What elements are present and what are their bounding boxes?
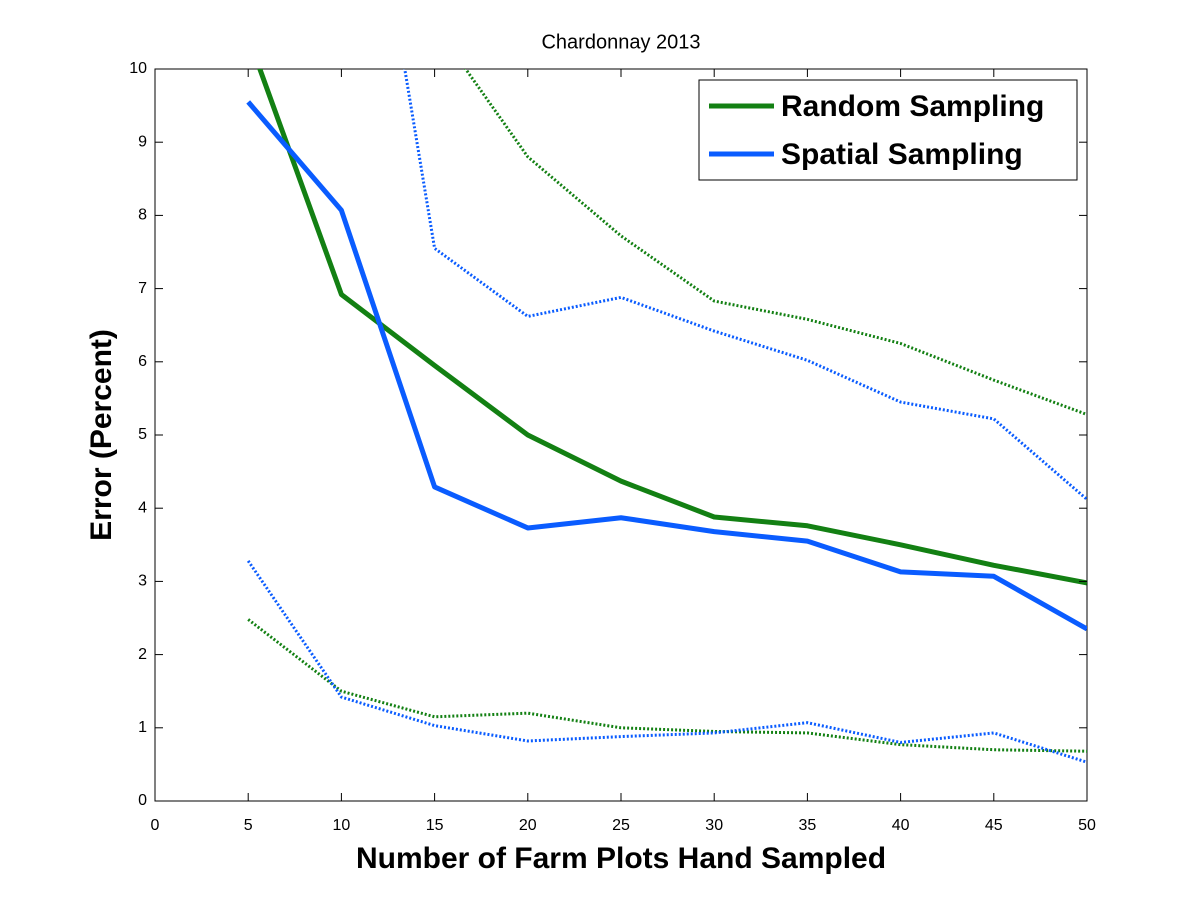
bound-line bbox=[246, 560, 1087, 764]
y-tick-label: 3 bbox=[138, 573, 147, 590]
x-tick-label: 0 bbox=[151, 817, 160, 834]
y-tick-label: 9 bbox=[138, 133, 147, 150]
y-tick-label: 4 bbox=[138, 499, 147, 516]
x-tick-label: 10 bbox=[333, 817, 351, 834]
x-tick-label: 50 bbox=[1078, 817, 1096, 834]
series-layer bbox=[246, 69, 1087, 764]
legend-label: Spatial Sampling bbox=[781, 138, 1023, 171]
y-tick-label: 5 bbox=[138, 426, 147, 443]
x-tick-label: 45 bbox=[985, 817, 1003, 834]
x-tick-label: 25 bbox=[612, 817, 630, 834]
y-tick-label: 0 bbox=[138, 792, 147, 809]
y-tick-label: 7 bbox=[138, 280, 147, 297]
y-tick-label: 2 bbox=[138, 646, 147, 663]
x-tick-label: 30 bbox=[705, 817, 723, 834]
y-tick-label: 10 bbox=[129, 60, 147, 77]
y-axis-label: Error (Percent) bbox=[85, 329, 118, 541]
x-tick-label: 15 bbox=[426, 817, 444, 834]
y-tick-label: 1 bbox=[138, 719, 147, 736]
legend-label: Random Sampling bbox=[781, 90, 1044, 123]
series-line bbox=[246, 100, 1087, 632]
series-line bbox=[257, 69, 1087, 586]
legend-box bbox=[698, 79, 1078, 181]
y-tick-label: 8 bbox=[138, 207, 147, 224]
bound-line bbox=[463, 69, 1087, 416]
plot-frame bbox=[154, 68, 1088, 802]
x-tick-label: 20 bbox=[519, 817, 537, 834]
x-tick-label: 40 bbox=[892, 817, 910, 834]
chart-title: Chardonnay 2013 bbox=[541, 31, 700, 53]
x-tick-label: 35 bbox=[799, 817, 817, 834]
bound-line bbox=[247, 618, 1087, 753]
bound-line bbox=[403, 69, 1087, 501]
x-axis-label: Number of Farm Plots Hand Sampled bbox=[356, 842, 886, 875]
y-tick-label: 6 bbox=[138, 353, 147, 370]
x-tick-label: 5 bbox=[244, 817, 253, 834]
